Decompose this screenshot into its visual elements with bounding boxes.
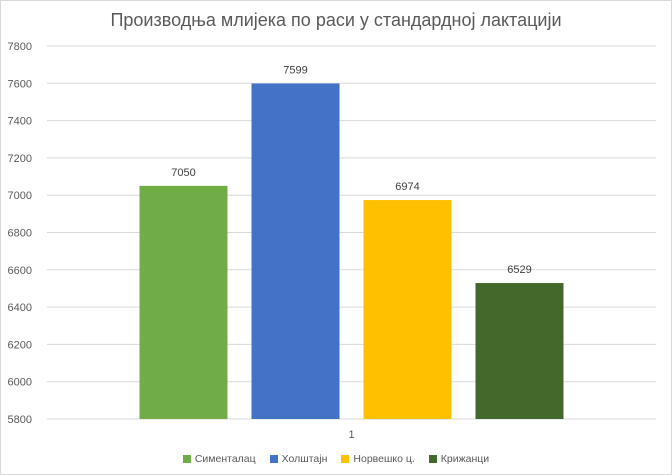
data-label: 6974 (395, 181, 419, 193)
y-tick-label: 5800 (8, 414, 32, 426)
data-label: 6529 (507, 264, 531, 276)
y-tick-label: 7000 (8, 190, 32, 202)
data-label: 7599 (283, 64, 307, 76)
legend-swatch (341, 455, 350, 463)
bar (363, 200, 452, 419)
bar (475, 283, 564, 419)
bar (251, 83, 340, 419)
y-tick-label: 7200 (8, 153, 32, 165)
legend-label: Холштајн (281, 453, 328, 465)
bar (139, 185, 228, 419)
x-tick-label: 1 (348, 429, 354, 441)
legend-item: Холштајн (269, 453, 328, 465)
legend-item: Норвешко ц. (341, 453, 415, 465)
legend: Сименталац Холштајн Норвешко ц. Крижанци (1, 453, 671, 465)
data-label: 7050 (171, 167, 195, 179)
chart-title: Производња млијека по раси у стандардној… (110, 10, 562, 30)
y-tick-label: 6200 (8, 339, 32, 351)
y-tick-label: 7800 (8, 41, 32, 53)
legend-item: Крижанци (428, 453, 490, 465)
legend-label: Крижанци (440, 453, 490, 465)
plot-area: 5800 6000 6200 6400 6600 6800 7000 7200 7400 7600… (8, 41, 656, 441)
y-tick-label: 6400 (8, 302, 32, 314)
y-tick-label: 7600 (8, 78, 32, 90)
legend-swatch (182, 455, 191, 463)
y-tick-label: 7400 (8, 116, 32, 128)
y-tick-label: 6000 (8, 377, 32, 389)
y-tick-label: 6800 (8, 228, 32, 240)
legend-swatch (428, 455, 437, 463)
legend-label: Сименталац (194, 453, 256, 465)
legend-label: Норвешко ц. (353, 453, 415, 465)
legend-item: Сименталац (182, 453, 256, 465)
legend-swatch (269, 455, 278, 463)
y-tick-label: 6600 (8, 265, 32, 277)
